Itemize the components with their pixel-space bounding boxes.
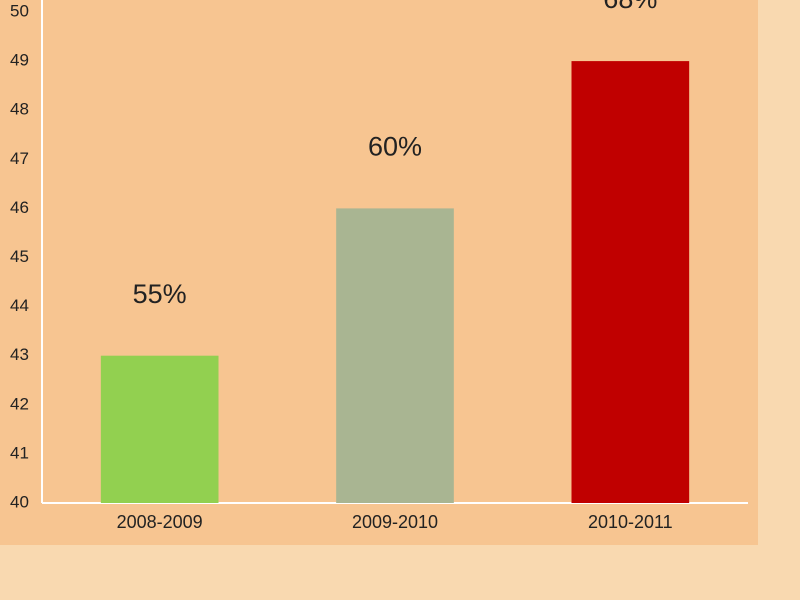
x-tick-label: 2010-2011 [588, 512, 673, 532]
bar [571, 61, 690, 503]
y-tick-label: 41 [10, 443, 29, 462]
bar [336, 208, 454, 503]
y-tick-label: 42 [10, 394, 29, 413]
y-tick-label: 48 [10, 100, 29, 119]
y-tick-label: 43 [10, 345, 29, 364]
bar-label: 55% [133, 279, 187, 309]
y-tick-label: 47 [10, 149, 29, 168]
x-tick-label: 2008-2009 [117, 512, 203, 532]
y-tick-label: 45 [10, 247, 29, 266]
bar-label: 60% [368, 132, 422, 162]
y-tick-label: 46 [10, 198, 29, 217]
bar [100, 355, 219, 503]
x-tick-label: 2009-2010 [352, 512, 438, 532]
y-tick-label: 49 [10, 51, 29, 70]
y-tick-label: 40 [10, 492, 29, 511]
y-tick-label: 50 [10, 1, 29, 20]
bar-label: 68% [603, 0, 657, 14]
y-tick-label: 44 [10, 296, 29, 315]
